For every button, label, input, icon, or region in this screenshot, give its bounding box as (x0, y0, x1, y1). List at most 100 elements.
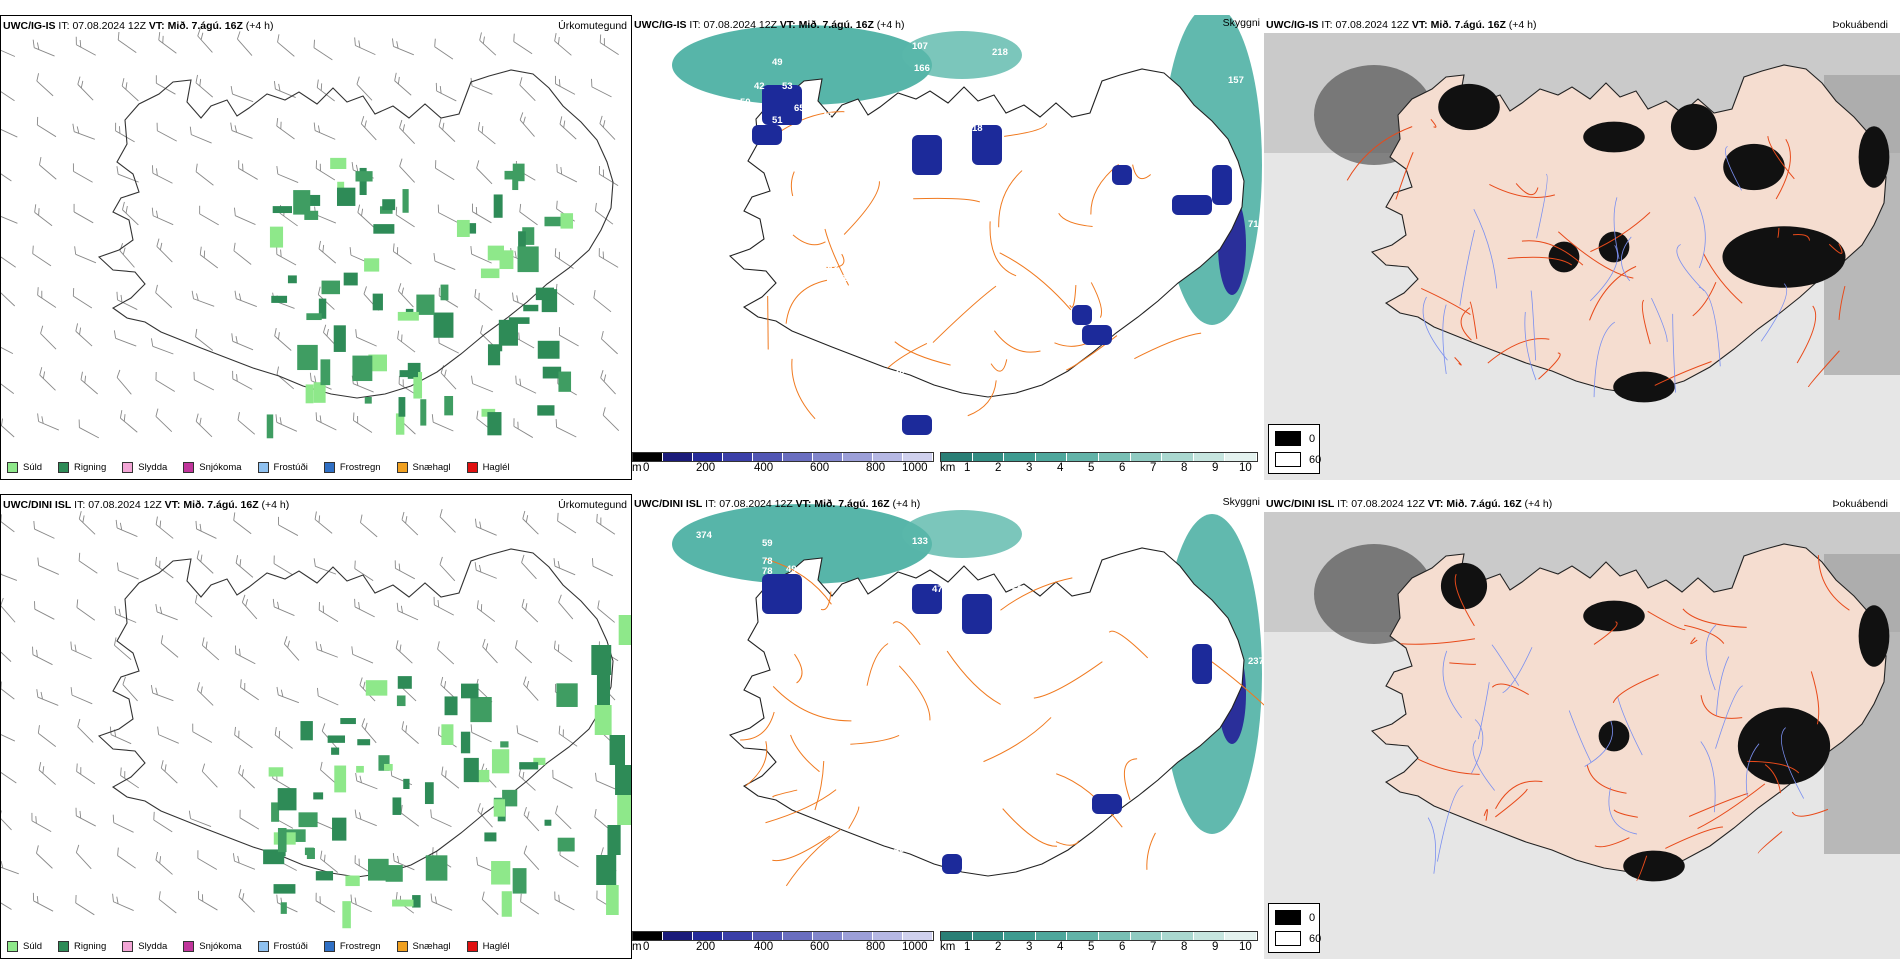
fog-cell (1583, 122, 1645, 153)
precip-cell (364, 258, 379, 271)
wind-barb (1, 858, 21, 873)
wind-barb (513, 376, 539, 394)
wind-barb (71, 204, 97, 223)
wind-barb (556, 327, 582, 346)
ceiling-value-label: 65 (886, 271, 897, 282)
fog-legend: 0 60 (1268, 424, 1320, 474)
fog-panel-top: UWC/IG-IS IT: 07.08.2024 12Z VT: Mið. 7.… (1264, 15, 1900, 480)
wind-barb (428, 894, 455, 911)
wind-barb (117, 243, 139, 267)
precip-cell (470, 697, 491, 722)
precip-cell (484, 832, 496, 841)
wind-barb (149, 165, 175, 183)
precip-cell (278, 788, 297, 810)
wind-barb (598, 370, 621, 394)
precip-cell (334, 766, 346, 793)
wind-barb (149, 338, 176, 354)
ceiling-value-label: 63 (1012, 584, 1023, 595)
wind-barb (274, 895, 301, 912)
fog-legend: 0 60 (1268, 903, 1320, 953)
low-ceiling-cell (1092, 794, 1122, 814)
precip-cell (297, 345, 318, 370)
wind-barb (352, 37, 379, 54)
wind-barb (473, 562, 500, 578)
wind-barb (115, 562, 142, 579)
wind-barb (397, 159, 420, 183)
precip-cell (607, 825, 620, 855)
fog-cell (1613, 372, 1675, 403)
precip-cell (384, 764, 393, 771)
wind-barb (191, 372, 217, 390)
precip-cell (298, 812, 317, 827)
precip-cell (281, 902, 287, 914)
wind-barb (70, 124, 97, 140)
wind-barb (231, 512, 256, 533)
wind-barb (31, 601, 57, 619)
fog-cell (1599, 721, 1630, 752)
wind-barb (149, 685, 176, 701)
precip-cell (328, 735, 345, 742)
wind-barb (436, 335, 462, 353)
wind-barb (353, 329, 380, 346)
precip-cell (288, 275, 297, 283)
wind-barb (1, 763, 20, 783)
wind-barb (193, 164, 218, 186)
wind-barb (1, 161, 15, 181)
wind-barb (34, 689, 61, 705)
wind-barb (158, 635, 182, 657)
panel-title: UWC/DINI ISL IT: 07.08.2024 12Z VT: Mið.… (634, 498, 920, 510)
precip-cell (337, 188, 355, 206)
wind-barb (359, 718, 381, 742)
ceiling-value-label: 80 (876, 159, 887, 170)
wind-barb (190, 291, 217, 306)
wind-barb (394, 603, 421, 620)
precip-cell (513, 868, 527, 893)
wind-barb (115, 32, 140, 53)
precip-cell (366, 680, 388, 695)
wind-barb (430, 414, 457, 431)
wind-barb (232, 646, 258, 664)
low-ceiling-cell (902, 415, 932, 435)
precip-cell (356, 171, 373, 181)
wind-barb (158, 760, 182, 783)
wind-barb (438, 677, 462, 700)
ceiling-value-label: 59 (762, 538, 773, 549)
wind-barb (393, 640, 417, 663)
precip-cell (402, 189, 408, 213)
wind-barb (519, 599, 543, 622)
ceiling-value-label: 49 (772, 57, 783, 68)
wind-barb (153, 285, 177, 308)
visibility-panel-bottom: UWC/DINI ISL IT: 07.08.2024 12Z VT: Mið.… (632, 494, 1264, 959)
wind-barb (73, 808, 99, 826)
fog-cell (1441, 563, 1487, 609)
wind-barb (76, 420, 102, 438)
wind-barb (34, 73, 58, 96)
ceiling-value-label: 49 (786, 564, 797, 575)
precip-cell (523, 305, 538, 311)
fog-cell (1623, 851, 1685, 882)
wind-barb (236, 765, 260, 788)
ceiling-value-label: 42 (754, 81, 765, 92)
precip-cell (499, 320, 518, 346)
wind-barb (31, 521, 58, 538)
precip-cell (316, 871, 333, 880)
wind-barb (315, 688, 342, 705)
precip-cell (313, 792, 323, 799)
fog-cell (1722, 226, 1845, 288)
wind-barb (274, 166, 301, 182)
panel-title: UWC/IG-IS IT: 07.08.2024 12Z VT: Mið. 7.… (1266, 19, 1537, 31)
precip-cell (538, 341, 560, 359)
wind-barb (472, 289, 497, 310)
wind-barb (517, 77, 540, 100)
precip-cell (398, 312, 419, 321)
precip-cell (502, 891, 512, 917)
wind-barb (193, 414, 217, 437)
wind-barb (188, 127, 215, 143)
wind-barb (34, 287, 59, 307)
wind-barb (153, 75, 179, 94)
wind-barb (350, 412, 376, 432)
wind-barb (398, 805, 423, 826)
wind-barb (120, 677, 143, 701)
wind-barb (119, 78, 143, 101)
wind-barb (396, 283, 419, 307)
